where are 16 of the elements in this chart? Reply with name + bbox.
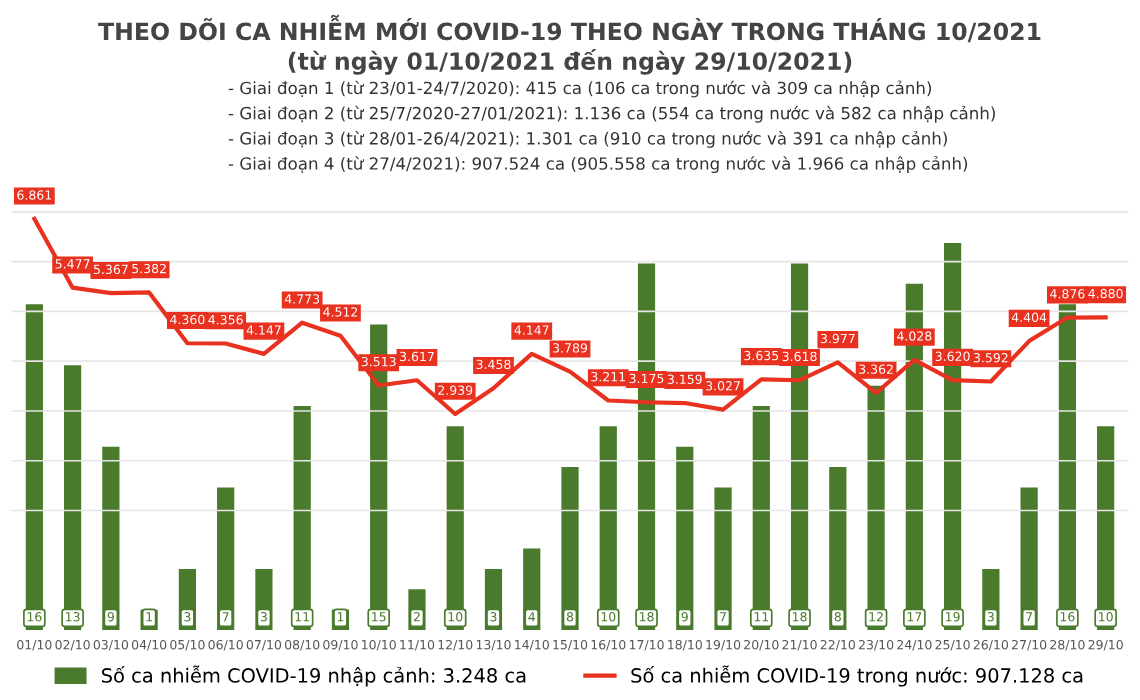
legend-label: Số ca nhiễm COVID-19 trong nước: 907.128 ca <box>631 665 1083 687</box>
text: - Giai đoạn 1 (từ 23/01-24/7/2020): 415 ca (106 ca trong nước và 309 ca nhập cảnh) <box>228 80 932 98</box>
bar <box>64 365 82 630</box>
text: - Giai đoạn 2 (từ 25/7/2020-27/01/2021): 1.136 ca (554 ca trong nước và 582 ca nhập cảnh) <box>228 105 995 123</box>
bar <box>829 467 847 630</box>
bar <box>1020 487 1038 630</box>
chart-title: THEO DÕI CA NHIỄM MỚI COVID-19 THEO NGÀY TRONG THÁNG 10/2021 <box>98 14 1041 43</box>
text: - Giai đoạn 3 (từ 28/01-26/4/2021): 1.301 ca (910 ca trong nước và 391 ca nhập cảnh) <box>228 130 947 148</box>
legend-label: Số ca nhiễm COVID-19 nhập cảnh: 3.248 ca <box>101 665 526 687</box>
bar <box>561 467 579 630</box>
bar <box>714 487 732 630</box>
text: - Giai đoạn 4 (từ 27/4/2021): 907.524 ca (905.558 ca trong nước và 1.966 ca nhập cảnh) <box>228 156 968 174</box>
chart-subtitle: (từ ngày 01/10/2021 đến ngày 29/10/2021) <box>288 49 852 75</box>
bar <box>102 446 120 630</box>
bar <box>25 304 43 630</box>
bar <box>676 446 694 630</box>
